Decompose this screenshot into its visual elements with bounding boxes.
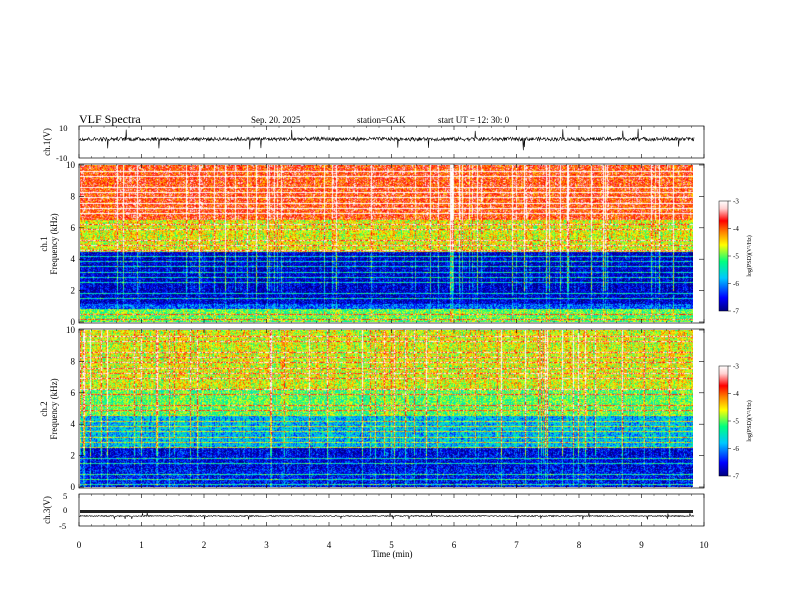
ch1-waveform-panel: 10 -10 ch.1(V) [42, 123, 705, 163]
x-tick-label: 7 [514, 540, 519, 550]
y-tick-label: 4 [71, 254, 76, 264]
ch1-colorbar-ticks: -3 -4 -5 -6 -7 [728, 198, 739, 316]
x-tick-label: 0 [77, 540, 82, 550]
x-tick-label: 3 [264, 540, 269, 550]
x-tick-label: 8 [577, 540, 582, 550]
ch2-colorbar-ticks: -3 -4 -5 -6 -7 [728, 363, 739, 481]
x-tick-label: 2 [202, 540, 207, 550]
x-tick-label: 10 [700, 540, 710, 550]
x-tick-label: 6 [452, 540, 457, 550]
figure-title: VLF Spectra [79, 112, 141, 126]
ch1-waveform-frame [78, 125, 705, 159]
colorbar-tick-label: -6 [733, 445, 739, 453]
x-tick-label: 1 [139, 540, 144, 550]
start-time-label: start UT = 12: 30: 0 [438, 115, 510, 125]
y-tick-label: 0 [71, 317, 76, 327]
ch1-spectrogram-yticks: 0 2 4 6 8 10 [66, 160, 704, 327]
y-tick-label: 10 [66, 325, 76, 335]
ch2-spectrogram-heatmap [80, 330, 693, 487]
y-tick-label: 8 [71, 191, 76, 201]
ch1-ytick-top: 10 [59, 123, 68, 133]
colorbar-tick-label: -4 [733, 225, 739, 233]
ch2-colorbar-label: log(PSD)(V²/Hz) [746, 400, 753, 441]
y-tick-label: 6 [71, 223, 76, 233]
ch1-ylabel: ch.1(V) [42, 128, 52, 156]
ch1-colorbar-label: log(PSD)(V²/Hz) [746, 235, 753, 276]
y-tick-label: 0 [71, 482, 76, 492]
colorbar-tick-label: -3 [733, 198, 739, 206]
time-axis-tick-labels: 0 1 2 3 4 5 6 7 8 9 10 [77, 540, 709, 550]
ch3-ylabel: ch.3(V) [42, 496, 52, 524]
y-tick-label: 4 [71, 419, 76, 429]
ch1-ytick-bottom: -10 [56, 153, 67, 163]
station-label: station=GAK [357, 115, 406, 125]
ch2-spectrogram-panel: 0 2 4 6 8 10 ch.2 Frequency (kHz) [39, 325, 705, 492]
y-tick-label: 6 [71, 388, 76, 398]
ch2-colorbar: -3 -4 -5 -6 -7 log(PSD)(V²/Hz) [718, 363, 753, 481]
colorbar-tick-label: -7 [733, 308, 739, 316]
colorbar-tick-label: -6 [733, 280, 739, 288]
ch2-spectrogram-yticks: 0 2 4 6 8 10 [66, 325, 704, 492]
ch2-spectrogram-ylabel-line2: Frequency (kHz) [49, 378, 59, 439]
x-tick-label: 9 [639, 540, 644, 550]
y-tick-label: 2 [71, 286, 76, 296]
x-tick-label: 4 [327, 540, 332, 550]
ch3-ytick-top: 5 [63, 491, 67, 501]
colorbar-tick-label: -5 [733, 418, 739, 426]
ch3-ytick-mid: 0 [63, 505, 67, 515]
colorbar-tick-label: -5 [733, 253, 739, 261]
ch1-waveform-trace [78, 128, 695, 151]
ch3-ytick-bottom: -5 [59, 521, 66, 531]
x-tick-label: 5 [389, 540, 394, 550]
colorbar-tick-label: -4 [733, 390, 739, 398]
ch1-colorbar-gradient [718, 200, 729, 312]
ch3-waveform-trace [78, 512, 695, 520]
colorbar-tick-label: -3 [733, 363, 739, 371]
date-label: Sep. 20. 2025 [251, 115, 301, 125]
ch1-spectrogram-ylabel-line1: ch.1 [39, 236, 49, 251]
ch1-colorbar: -3 -4 -5 -6 -7 log(PSD)(V²/Hz) [718, 198, 753, 316]
y-tick-label: 2 [71, 451, 76, 461]
time-axis-label: Time (min) [372, 549, 413, 559]
ch1-spectrogram-ylabel-line2: Frequency (kHz) [49, 213, 59, 274]
time-axis-ticks [78, 126, 705, 526]
ch3-waveform-band [80, 510, 693, 513]
colorbar-tick-label: -7 [733, 473, 739, 481]
ch1-spectrogram-panel: 0 2 4 6 8 10 ch.1 Frequency (kHz) [39, 160, 705, 327]
ch2-colorbar-gradient [718, 365, 729, 477]
ch1-spectrogram-heatmap [80, 165, 693, 322]
y-tick-label: 8 [71, 356, 76, 366]
ch2-spectrogram-ylabel-line1: ch.2 [39, 401, 49, 416]
y-tick-label: 10 [66, 160, 76, 170]
